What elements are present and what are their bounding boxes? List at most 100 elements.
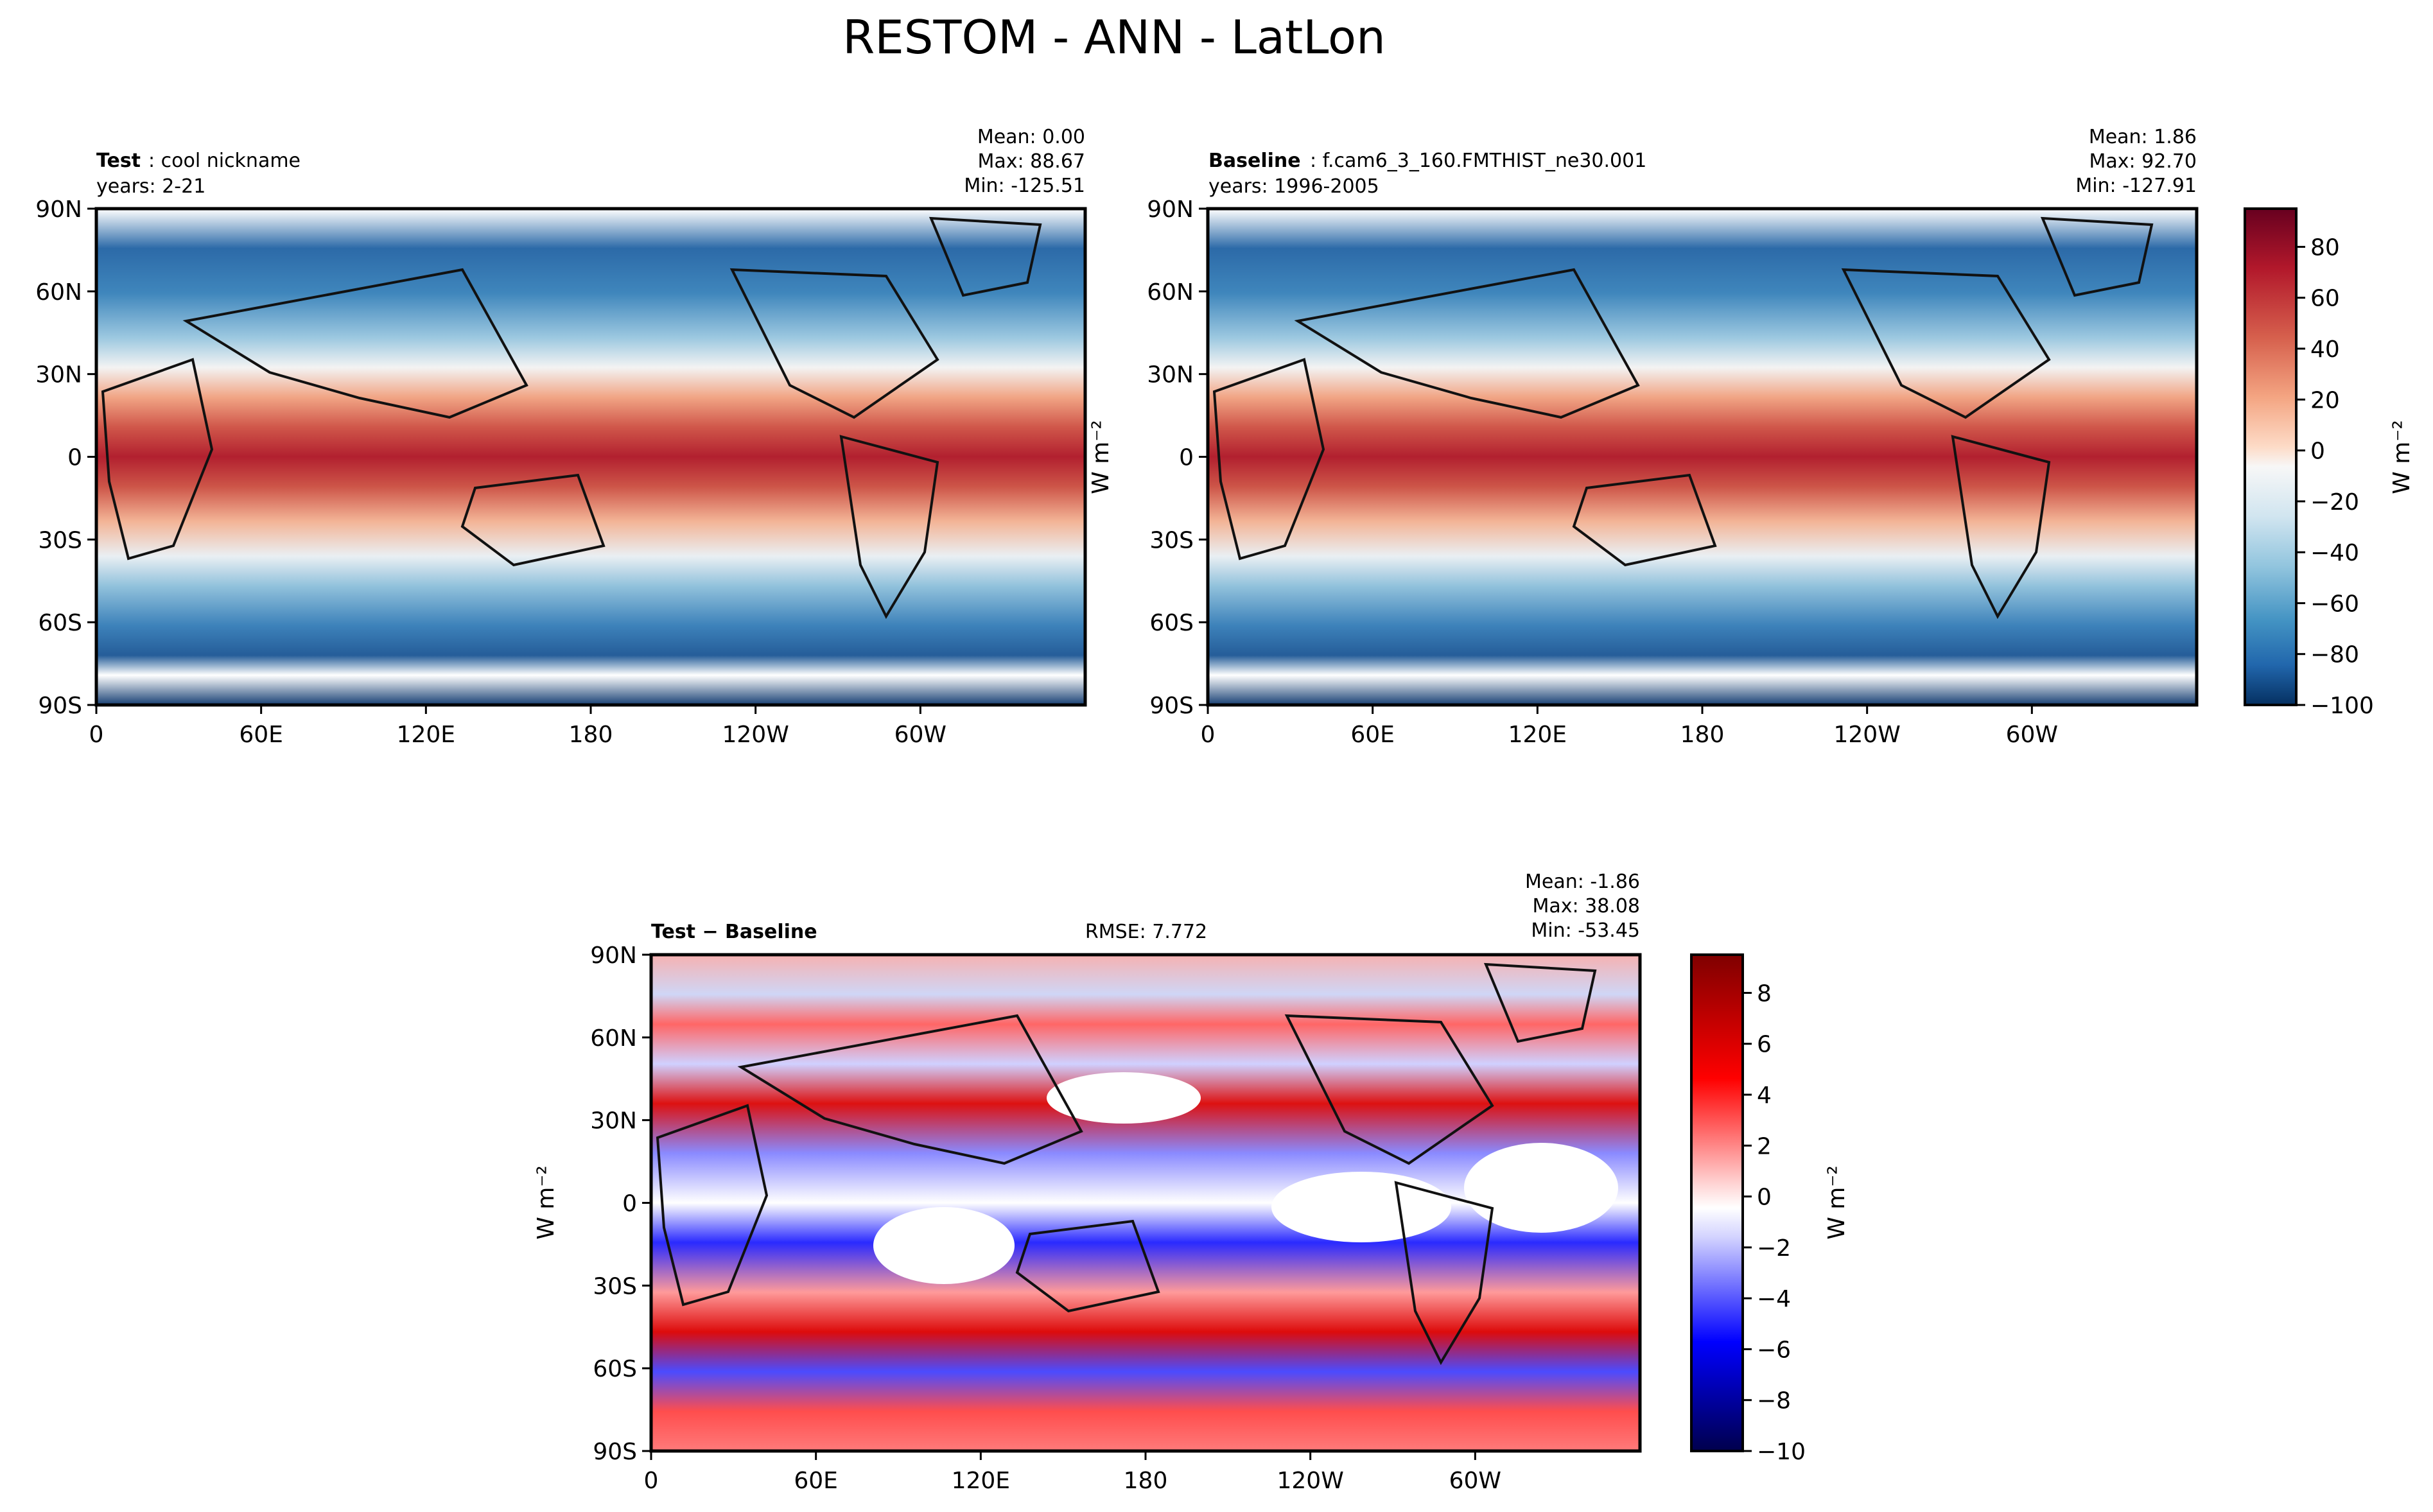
colorbar-top-label: W m⁻²	[2389, 420, 2415, 494]
test-axes: 0 60E 120E 180 120W 60W 90N 60N 30N 0 30S 60S 90S	[35, 196, 946, 748]
baseline-ytick-label: 0	[1179, 445, 1194, 471]
test-label-rest: : cool nickname	[148, 150, 301, 172]
baseline-ytick-label: 60S	[1149, 610, 1194, 636]
test-max: Max: 88.67	[977, 150, 1085, 173]
baseline-ylabel: W m⁻²	[1088, 420, 1114, 494]
diff-label-bold: Test − Baseline	[651, 921, 817, 943]
test-xtick-label: 0	[89, 722, 104, 748]
diff-xtick-label: 120W	[1277, 1468, 1344, 1494]
baseline-max: Max: 92.70	[2089, 150, 2197, 173]
panel-difference: Test − Baseline RMSE: 7.772 Mean: -1.86 …	[533, 871, 1642, 1494]
baseline-map-field	[1208, 209, 2197, 705]
colorbar-top-tick-label: 40	[2310, 336, 2340, 363]
baseline-xtick-label: 60W	[2006, 722, 2058, 748]
figure-title: RESTOM - ANN - LatLon	[842, 10, 1385, 64]
test-map-field	[96, 209, 1085, 705]
diff-max: Max: 38.08	[1532, 895, 1640, 917]
diff-ytick-label: 60S	[593, 1356, 637, 1382]
colorbar-top-tick-label: −60	[2310, 591, 2359, 617]
panel-test: Test : cool nickname years: 2-21 Mean: 0…	[35, 126, 1087, 748]
baseline-min: Min: -127.91	[2075, 175, 2197, 197]
colorbar-top-tick-label: 60	[2310, 286, 2340, 312]
diff-xtick-label: 60W	[1449, 1468, 1501, 1494]
test-continents	[101, 216, 1042, 620]
baseline-mean: Mean: 1.86	[2089, 126, 2197, 148]
colorbar-bottom-tick-label: −10	[1757, 1439, 1806, 1465]
colorbar-bottom-tick-label: 2	[1757, 1133, 1772, 1160]
diff-ytick-label: 90S	[593, 1439, 637, 1465]
test-xtick-label: 120E	[397, 722, 455, 748]
baseline-ytick-label: 60N	[1147, 279, 1194, 306]
colorbar-bottom-tick-label: −8	[1757, 1388, 1791, 1414]
test-xtick-label: 60E	[239, 722, 283, 748]
test-ytick-label: 90N	[35, 196, 82, 223]
colorbar-top-tick-label: −80	[2310, 642, 2359, 668]
diff-min: Min: -53.45	[1531, 919, 1640, 942]
baseline-ytick-label: 90N	[1147, 196, 1194, 223]
colorbar-top-tick-label: 20	[2310, 387, 2340, 413]
diff-xtick-label: 120E	[952, 1468, 1010, 1494]
baseline-xtick-label: 60E	[1350, 722, 1395, 748]
test-ytick-label: 60N	[35, 279, 82, 306]
baseline-xtick-label: 0	[1201, 722, 1216, 748]
colorbar-top-tick-label: 80	[2310, 234, 2340, 261]
test-xtick-label: 60W	[894, 722, 946, 748]
colorbar-top: 80 60 40 20 0 −20 −40 −60 −80 −100 W m⁻²	[2244, 207, 2415, 719]
test-label-bold: Test	[96, 150, 141, 172]
diff-continents	[656, 962, 1597, 1366]
diff-rmse: RMSE: 7.772	[1085, 921, 1207, 943]
diff-ylabel: W m⁻²	[533, 1165, 559, 1240]
test-xtick-label: 120W	[722, 722, 789, 748]
baseline-years: years: 1996-2005	[1208, 175, 1379, 198]
test-ytick-label: 90S	[38, 693, 82, 719]
diff-mean: Mean: -1.86	[1525, 871, 1640, 893]
colorbar-top-tick-label: −20	[2310, 489, 2359, 516]
colorbar-bottom-ticks: 8 6 4 2 0 −2 −4 −6 −8 −10	[1743, 980, 1806, 1465]
diff-ytick-label: 30N	[590, 1108, 637, 1134]
diff-xtick-label: 0	[644, 1468, 659, 1494]
colorbar-top-tick-label: −100	[2310, 693, 2374, 719]
colorbar-top-fill	[2244, 207, 2298, 706]
colorbar-top-tick-label: 0	[2310, 439, 2325, 465]
test-xtick-label: 180	[569, 722, 613, 748]
colorbar-bottom-tick-label: −2	[1757, 1235, 1791, 1262]
colorbar-bottom-tick-label: 0	[1757, 1185, 1772, 1211]
test-ytick-label: 30S	[38, 527, 82, 553]
colorbar-bottom-tick-label: 8	[1757, 980, 1772, 1007]
colorbar-bottom-tick-label: −4	[1757, 1286, 1791, 1312]
diff-xtick-label: 180	[1124, 1468, 1168, 1494]
diff-xtick-label: 60E	[794, 1468, 838, 1494]
test-ytick-label: 30N	[35, 362, 82, 388]
baseline-label-rest: : f.cam6_3_160.FMTHIST_ne30.001	[1310, 150, 1646, 172]
test-min: Min: -125.51	[964, 175, 1085, 197]
baseline-ytick-label: 90S	[1149, 693, 1194, 719]
baseline-xtick-label: 120W	[1834, 722, 1901, 748]
baseline-label-bold: Baseline	[1208, 150, 1301, 172]
colorbar-bottom-tick-label: 6	[1757, 1032, 1772, 1058]
colorbar-bottom-tick-label: −6	[1757, 1337, 1791, 1363]
diff-white-patches	[873, 1072, 1618, 1284]
baseline-xtick-label: 120E	[1508, 722, 1567, 748]
test-ytick-label: 60S	[38, 610, 82, 636]
diff-axes: 0 60E 120E 180 120W 60W 90N 60N 30N 0 30S 60S 90S	[590, 943, 1501, 1494]
diff-ytick-label: 60N	[590, 1025, 637, 1052]
diff-ytick-label: 90N	[590, 943, 637, 969]
baseline-xtick-label: 180	[1680, 722, 1725, 748]
panel-baseline: Baseline : f.cam6_3_160.FMTHIST_ne30.001…	[1088, 126, 2199, 748]
colorbar-bottom-fill	[1690, 953, 1744, 1452]
baseline-axes: 0 60E 120E 180 120W 60W 90N 60N 30N 0 30S 60S 90S	[1147, 196, 2058, 748]
diff-ytick-label: 30S	[593, 1273, 637, 1299]
baseline-ytick-label: 30S	[1149, 527, 1194, 553]
test-years: years: 2-21	[96, 175, 205, 198]
diff-ytick-label: 0	[622, 1191, 637, 1217]
colorbar-top-ticks: 80 60 40 20 0 −20 −40 −60 −80 −100	[2296, 234, 2374, 719]
colorbar-top-tick-label: −40	[2310, 540, 2359, 566]
test-mean: Mean: 0.00	[977, 126, 1085, 148]
baseline-ytick-label: 30N	[1147, 362, 1194, 388]
colorbar-bottom-tick-label: 4	[1757, 1082, 1772, 1109]
baseline-continents	[1212, 216, 2154, 620]
colorbar-bottom-label: W m⁻²	[1824, 1165, 1850, 1240]
test-ytick-label: 0	[67, 445, 82, 471]
colorbar-bottom: 8 6 4 2 0 −2 −4 −6 −8 −10 W m⁻²	[1690, 953, 1850, 1465]
